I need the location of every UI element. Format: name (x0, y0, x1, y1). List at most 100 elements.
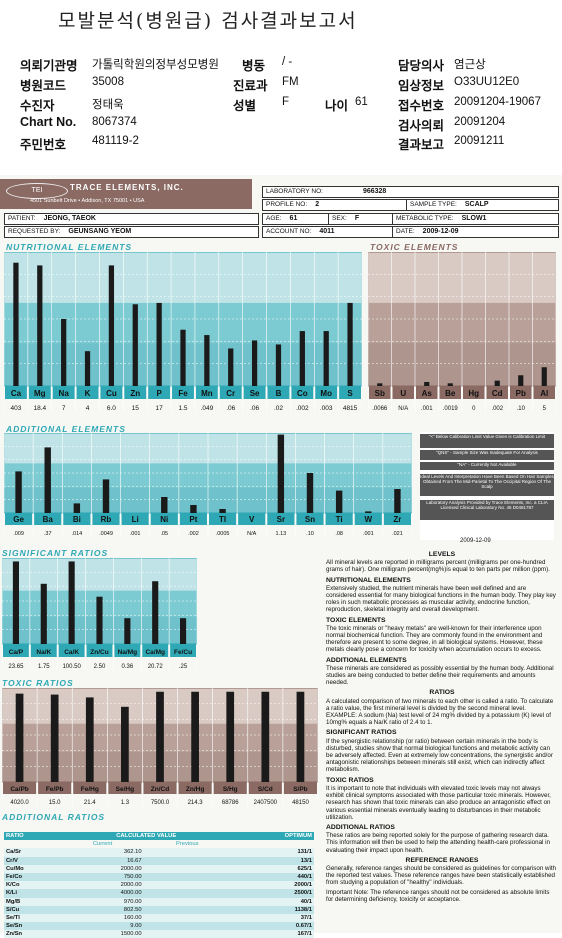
category-label: Co (297, 389, 308, 398)
category-cell (296, 513, 324, 525)
category-cell (172, 386, 194, 399)
bar-p (156, 302, 162, 386)
account-field: ACCOUNT NO: 4011 (262, 226, 393, 238)
ratio-name: Cr/V (6, 857, 18, 864)
ratio-name: Cu/Mo (6, 865, 24, 872)
category-cell (510, 386, 532, 399)
value-label: 100.50 (62, 664, 81, 670)
bar-fe-pb (50, 694, 59, 782)
ratio-name: Mg/B (6, 898, 21, 905)
ratio-current: 160.00 (123, 914, 142, 921)
toxic-ratios-heading: TOXIC RATIOS (2, 678, 74, 688)
bar-zr (394, 489, 401, 513)
category-cell (3, 644, 29, 657)
category-label: Ni (160, 515, 168, 524)
toxic-elements-heading: TOXIC ELEMENTS (370, 242, 459, 252)
bar-s-hg (226, 691, 235, 782)
profile-field: PROFILE NO: 2 (262, 199, 407, 211)
ratio-optimum: 2500/1 (294, 890, 312, 897)
ratio-previous (144, 930, 231, 938)
bar-ca-p (12, 561, 19, 644)
category-cell (150, 513, 178, 525)
age-label: 나이 (325, 99, 349, 113)
category-cell (108, 782, 142, 794)
category-label: Na (59, 389, 70, 398)
value-label: 48150 (292, 800, 309, 806)
bar-cu (108, 265, 115, 386)
clinical-value: O33UU12E0 (454, 76, 520, 88)
legend-calibration: "<" Below Calibration Limit Value Given … (420, 434, 554, 448)
category-label: Hg (468, 389, 479, 398)
request-label: 검사의뢰 (398, 119, 445, 133)
bar-k (84, 351, 91, 386)
category-cell (486, 386, 508, 399)
value-label: .009 (13, 531, 24, 537)
value-label: .014 (71, 531, 82, 537)
category-cell (325, 513, 353, 525)
value-label: 1.5 (178, 405, 187, 412)
sig-text: If the synergistic relationship (or rati… (326, 737, 553, 774)
col-calc: CALCULATED VALUE (116, 833, 177, 840)
category-label: S/Cd (258, 786, 273, 793)
tox-text: It is important to note that individuals… (326, 784, 551, 821)
col-current: Current (92, 841, 113, 848)
category-cell (315, 386, 338, 399)
category-cell (5, 513, 33, 525)
category-cell (3, 782, 37, 794)
category-label: Fe (178, 389, 188, 398)
additional-elements-chart: Ge .009 Ba .37 Bi .014 Rb .0049 Li .001 Ni .05 Pt .00… (4, 433, 412, 537)
category-label: S (347, 389, 353, 398)
value-label: 1.13 (275, 531, 286, 537)
category-cell (34, 513, 62, 525)
table-row: Zn/Sn 1500.00 167/1 (4, 930, 314, 938)
ratio-previous (144, 922, 231, 930)
bar-cr (228, 348, 234, 386)
ratio-current: 750.00 (123, 874, 142, 881)
ratio-name: Se/Sn (6, 923, 23, 930)
category-cell (142, 644, 169, 657)
category-cell (52, 386, 75, 399)
bar-na-mg (124, 618, 131, 644)
value-label: .10 (517, 406, 526, 412)
toxic-text: The toxic minerals or "heavy metals" are… (326, 624, 543, 654)
ratio-current: 970.00 (123, 898, 142, 905)
value-label: 403 (11, 405, 22, 412)
bar-s-pb (296, 691, 305, 782)
category-label: U (400, 389, 406, 398)
legend-qns: "QNS" - Sample Size Was Inadequate For A… (420, 450, 554, 460)
value-label: 68786 (222, 800, 239, 806)
ref-heading: REFERENCE RANGES (405, 856, 479, 864)
institution-value: 가톨릭학원의정부성모병원 (92, 59, 219, 71)
ratio-current: 2000.00 (120, 882, 142, 889)
bar-bi (73, 503, 81, 513)
receipt-label: 접수번호 (398, 99, 445, 113)
bar-tl (219, 509, 226, 513)
ratio-previous (144, 873, 231, 881)
significant-ratios-heading: SIGNIFICANT RATIOS (2, 548, 109, 558)
category-cell (392, 386, 414, 399)
category-label: Cd (492, 389, 503, 398)
category-label: K (85, 389, 91, 398)
category-label: Ge (13, 515, 24, 524)
value-label: .002 (491, 406, 503, 412)
ratios-text: A calculated comparison of two minerals … (326, 697, 554, 727)
table-row: Cr/V 16.67 13/1 (4, 856, 314, 865)
request-value: 20091204 (454, 116, 506, 128)
bar-b (275, 344, 282, 386)
interpretation-text: LEVELS All mineral levels are reported i… (326, 548, 558, 903)
ratio-optimum: 13/1 (300, 857, 312, 864)
ref-note: Important Note: The reference ranges sho… (326, 888, 550, 903)
bar-ni (161, 497, 168, 513)
value-label: 4 (86, 405, 90, 412)
chart-value: 8067374 (92, 116, 137, 128)
lab-company-name: TRACE ELEMENTS, INC. (70, 183, 184, 192)
toxic-elements-chart: Sb .0066 U N/A As .001 Be .0019 Hg 0 Cd .002 Pb .10 Al… (368, 252, 556, 412)
bar-zn-cd (156, 691, 164, 782)
age-value: 61 (355, 96, 368, 108)
value-label: 2407500 (254, 800, 278, 806)
additional-ratios-heading: ADDITIONAL RATIOS (2, 812, 106, 822)
category-cell (267, 386, 290, 399)
rrn-label: 주민번호 (20, 138, 67, 152)
table-row: Ca/Sr 362.10 131/1 (4, 848, 314, 857)
category-label: Ca/K (64, 649, 79, 656)
